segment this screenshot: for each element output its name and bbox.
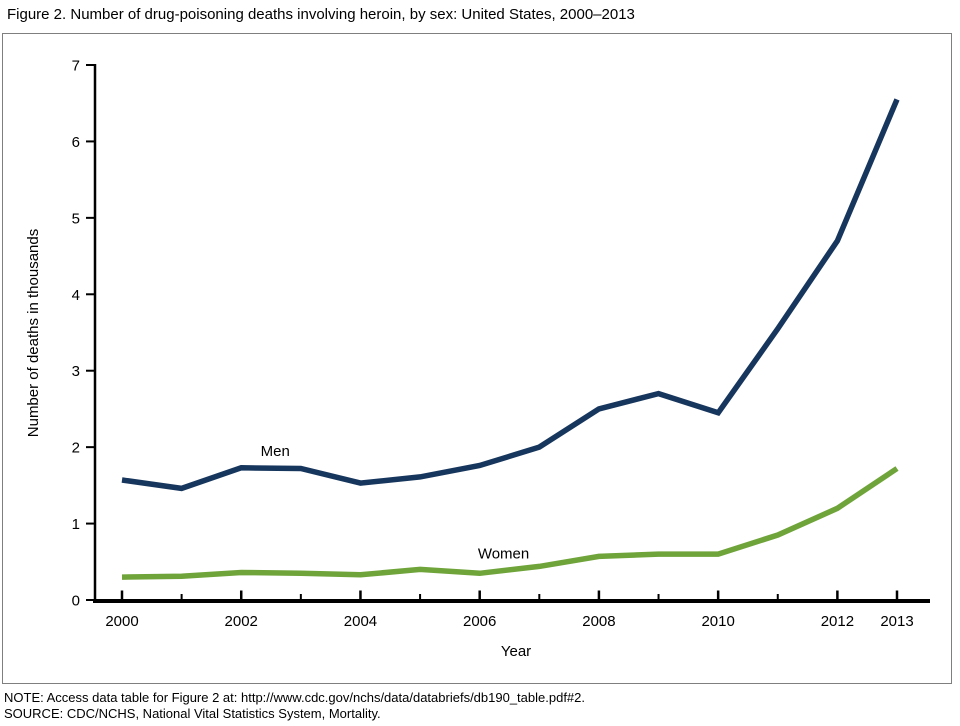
men-line xyxy=(121,98,900,492)
y-tick-label: 2 xyxy=(72,440,80,457)
note-line: NOTE: Access data table for Figure 2 at:… xyxy=(4,690,586,705)
y-tick-label: 3 xyxy=(72,363,80,380)
series-label-women: Women xyxy=(478,546,529,563)
x-tick-label: 2006 xyxy=(463,613,496,630)
x-tick-label: 2008 xyxy=(582,613,615,630)
x-tick-label: 2002 xyxy=(225,613,258,630)
x-axis-title: Year xyxy=(501,643,531,660)
y-tick-label: 4 xyxy=(72,287,80,304)
x-tick-label: 2013 xyxy=(880,613,913,630)
y-tick-label: 7 xyxy=(72,58,80,75)
source-line: SOURCE: CDC/NCHS, National Vital Statist… xyxy=(4,705,381,721)
x-tick-label: 2004 xyxy=(344,613,377,630)
y-tick-label: 0 xyxy=(72,593,80,610)
y-tick-label: 1 xyxy=(72,516,80,533)
footnotes: NOTE: Access data table for Figure 2 at:… xyxy=(4,690,585,721)
y-tick-label: 6 xyxy=(72,134,80,151)
x-tick-label: 2010 xyxy=(701,613,734,630)
women-line xyxy=(121,466,899,580)
y-axis-title: Number of deaths in thousands xyxy=(25,229,42,437)
chart-title: Figure 2. Number of drug-poisoning death… xyxy=(7,6,635,23)
x-tick-label: 2012 xyxy=(821,613,854,630)
x-tick-label: 2000 xyxy=(105,613,138,630)
y-tick-label: 5 xyxy=(72,210,80,227)
series-label-men: Men xyxy=(261,443,290,460)
